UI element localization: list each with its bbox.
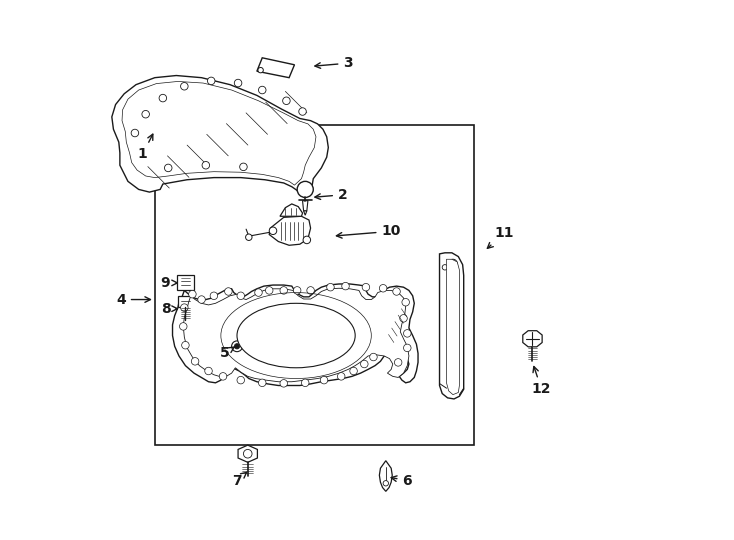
Circle shape bbox=[370, 353, 377, 361]
Circle shape bbox=[181, 341, 189, 349]
Text: 12: 12 bbox=[532, 367, 551, 396]
Circle shape bbox=[225, 288, 232, 295]
Circle shape bbox=[280, 287, 288, 294]
Polygon shape bbox=[269, 217, 310, 245]
Circle shape bbox=[258, 379, 266, 387]
Polygon shape bbox=[304, 211, 307, 215]
Polygon shape bbox=[523, 330, 542, 347]
Circle shape bbox=[448, 259, 457, 268]
Polygon shape bbox=[257, 58, 294, 78]
Ellipse shape bbox=[237, 303, 355, 368]
Bar bbox=[155, 125, 474, 444]
Circle shape bbox=[307, 287, 314, 294]
Circle shape bbox=[234, 79, 241, 87]
Bar bbox=[370, 305, 376, 316]
Circle shape bbox=[240, 163, 247, 171]
Text: 6: 6 bbox=[391, 474, 412, 488]
Circle shape bbox=[393, 288, 400, 295]
Circle shape bbox=[404, 329, 411, 337]
Circle shape bbox=[294, 287, 301, 294]
Text: 4: 4 bbox=[116, 293, 150, 307]
Circle shape bbox=[189, 291, 196, 298]
Polygon shape bbox=[302, 201, 308, 211]
Polygon shape bbox=[379, 461, 392, 491]
Text: 5: 5 bbox=[219, 346, 235, 360]
Circle shape bbox=[246, 234, 252, 240]
Circle shape bbox=[442, 265, 448, 270]
Polygon shape bbox=[122, 82, 316, 185]
Circle shape bbox=[255, 289, 262, 296]
Circle shape bbox=[202, 161, 210, 169]
Circle shape bbox=[205, 367, 212, 375]
Text: 10: 10 bbox=[336, 224, 401, 238]
Polygon shape bbox=[172, 284, 418, 386]
Polygon shape bbox=[184, 288, 409, 382]
Circle shape bbox=[159, 94, 167, 102]
Circle shape bbox=[258, 68, 264, 73]
Text: 7: 7 bbox=[232, 472, 247, 488]
Polygon shape bbox=[112, 76, 328, 196]
Circle shape bbox=[258, 86, 266, 94]
Circle shape bbox=[283, 97, 290, 105]
Circle shape bbox=[360, 360, 368, 368]
Circle shape bbox=[280, 380, 288, 387]
Bar bbox=[214, 150, 229, 160]
Circle shape bbox=[181, 83, 188, 90]
Polygon shape bbox=[446, 259, 459, 395]
Text: 1: 1 bbox=[137, 134, 153, 161]
Circle shape bbox=[299, 108, 306, 115]
Circle shape bbox=[197, 296, 206, 303]
Circle shape bbox=[327, 284, 334, 291]
Circle shape bbox=[402, 299, 410, 306]
Polygon shape bbox=[280, 204, 302, 217]
Circle shape bbox=[297, 181, 313, 198]
Text: 8: 8 bbox=[161, 302, 178, 316]
Circle shape bbox=[383, 481, 388, 486]
Bar bbox=[377, 309, 383, 320]
Circle shape bbox=[302, 379, 309, 387]
Circle shape bbox=[180, 322, 187, 330]
Circle shape bbox=[181, 304, 188, 312]
Circle shape bbox=[164, 164, 172, 172]
Text: 11: 11 bbox=[487, 226, 514, 248]
Circle shape bbox=[244, 449, 252, 458]
Polygon shape bbox=[440, 253, 464, 399]
Circle shape bbox=[350, 367, 357, 375]
Circle shape bbox=[303, 236, 310, 244]
Circle shape bbox=[269, 227, 277, 234]
Circle shape bbox=[400, 315, 407, 322]
Circle shape bbox=[394, 359, 402, 366]
Circle shape bbox=[379, 285, 387, 292]
Circle shape bbox=[234, 343, 240, 349]
Circle shape bbox=[208, 77, 215, 85]
Circle shape bbox=[232, 341, 242, 352]
Bar bbox=[177, 275, 194, 291]
Circle shape bbox=[338, 373, 345, 380]
Circle shape bbox=[237, 376, 244, 384]
Circle shape bbox=[142, 111, 150, 118]
Text: 2: 2 bbox=[315, 188, 348, 202]
Circle shape bbox=[362, 284, 370, 291]
Text: 9: 9 bbox=[161, 276, 178, 290]
Circle shape bbox=[192, 357, 199, 365]
Circle shape bbox=[266, 287, 273, 294]
Circle shape bbox=[320, 376, 328, 384]
Bar bbox=[176, 153, 192, 163]
Polygon shape bbox=[238, 445, 258, 462]
Circle shape bbox=[210, 292, 218, 300]
Circle shape bbox=[342, 282, 349, 290]
Circle shape bbox=[131, 129, 139, 137]
Circle shape bbox=[237, 292, 244, 300]
Text: 3: 3 bbox=[315, 56, 353, 70]
Bar bbox=[178, 296, 193, 307]
Bar bbox=[363, 309, 369, 320]
Circle shape bbox=[404, 344, 411, 352]
Circle shape bbox=[219, 373, 227, 380]
